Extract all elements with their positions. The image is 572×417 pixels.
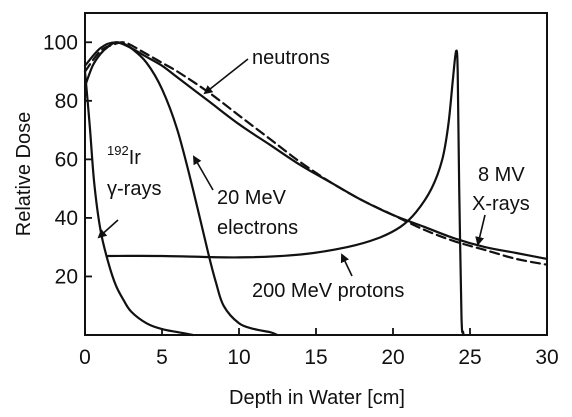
- x-tick-label: 25: [458, 346, 481, 369]
- leader-neutrons-arrow: [203, 58, 249, 95]
- y-tick-label: 80: [55, 90, 78, 113]
- y-tick-label: 20: [55, 265, 78, 288]
- y-tick-labels: 20 40 60 80 100: [43, 31, 78, 288]
- annotation-protons: 200 MeV protons: [252, 280, 404, 302]
- x-tick-label: 5: [156, 346, 168, 369]
- x-tick-label: 20: [381, 346, 404, 369]
- axis-ticks: [84, 41, 548, 335]
- leader-xrays-arrow: [475, 214, 486, 246]
- leader-protons-arrow: [340, 253, 353, 277]
- annotation-xrays-line1: 8 MV: [478, 164, 525, 186]
- annotation-ir-label: Ir: [129, 147, 142, 169]
- y-tick-label: 60: [55, 148, 78, 171]
- annotation-gamma: γ-rays: [107, 178, 161, 200]
- annotation-leaders: [97, 58, 486, 277]
- series-layer: [83, 41, 549, 337]
- annotation-xrays-line2: X-rays: [472, 193, 530, 215]
- annotation-ir-superscript: 192: [107, 143, 129, 158]
- series-20-mev-electrons-line: [83, 41, 279, 337]
- series-8-mv-x-rays-line: [83, 41, 549, 266]
- annotation-electrons-line2: electrons: [217, 217, 298, 239]
- x-tick-label: 10: [227, 346, 250, 369]
- y-tick-label: 100: [43, 31, 78, 54]
- x-tick-labels: 0 5 10 15 20 25 30: [79, 346, 559, 369]
- annotation-neutrons: neutrons: [252, 47, 330, 69]
- x-tick-label: 0: [79, 346, 91, 369]
- series-192ir-rays-line: [83, 70, 194, 337]
- y-axis-title: Relative Dose: [13, 112, 35, 237]
- leader-electrons-arrow: [193, 155, 214, 191]
- x-tick-label: 30: [535, 346, 558, 369]
- annotation-ir: 192Ir: [107, 143, 141, 169]
- x-tick-label: 15: [304, 346, 327, 369]
- series-200-mev-protons-line: [107, 49, 465, 337]
- leader-ir-arrow: [97, 219, 119, 239]
- annotation-electrons-line1: 20 MeV: [217, 187, 287, 209]
- y-tick-label: 40: [55, 207, 78, 230]
- x-axis-title: Depth in Water [cm]: [229, 387, 405, 409]
